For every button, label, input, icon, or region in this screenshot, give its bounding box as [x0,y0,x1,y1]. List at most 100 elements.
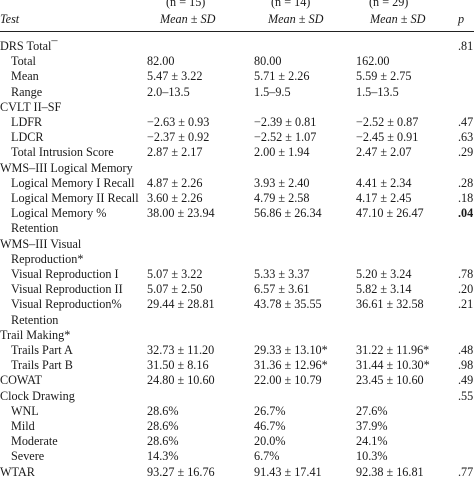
table-row: Trail Making* [0,326,474,344]
cell-p-value: .48 [458,343,474,357]
cell-group3: 5.82 ± 3.14 [356,282,412,297]
table-row: Logical Memory % 38.00 ± 23.94 56.86 ± 26.… [0,204,474,222]
cell-group2: 20.0% [254,434,286,449]
table-row: Logical Memory II Recall 3.60 ± 2.26 4.79 … [0,189,474,207]
cell-group3: 5.59 ± 2.75 [356,69,412,84]
cell-group3: −2.52 ± 0.87 [356,115,419,129]
table-row: Range 2.0–13.5 1.5–9.5 1.5–13.5 [0,83,474,101]
row-label: Clock Drawing [0,388,75,403]
table-row: WMS–III Visual [0,235,474,253]
cell-group2: 4.79 ± 2.58 [254,191,310,205]
cell-group1: 28.6% [147,419,179,433]
cell-group3: 31.44 ± 10.30* [356,358,430,373]
header-rule [0,31,474,32]
row-label: Logical Memory % [11,206,107,221]
cell-p-value: .77 [458,464,474,479]
header-n-row: (n = 15) (n = 14) (n = 29) [0,0,474,11]
cell-group1: 2.0–13.5 [147,84,190,99]
cell-p-value: .29 [458,145,474,160]
table-row: Mean 5.47 ± 3.22 5.71 ± 2.26 5.59 ± 2.75 [0,67,474,85]
cell-p-value: .20 [458,282,474,297]
cell-group2: 22.00 ± 10.79 [254,373,322,388]
cell-group1: 32.73 ± 11.20 [147,343,215,357]
cell-group1: 24.80 ± 10.60 [147,373,215,388]
cell-group1: 3.60 ± 2.26 [147,191,203,205]
row-label: DRS Total¯ [0,39,58,53]
row-label: Visual Reproduction I [11,267,119,281]
cell-group3: 162.00 [356,54,390,69]
cell-p-value: .21 [458,297,474,312]
cell-p-value: .47 [458,115,474,129]
row-label: Retention [11,221,59,236]
table-row: Trails Part A 32.73 ± 11.20 29.33 ± 13.10*… [0,341,474,359]
table-row: CVLT II–SF [0,98,474,116]
cell-group2: 3.93 ± 2.40 [254,175,310,190]
cell-p-value: .49 [458,373,474,388]
cell-group2: 91.43 ± 17.41 [254,464,322,479]
cell-p-value: .28 [458,175,474,190]
cell-group1: 2.87 ± 2.17 [147,145,203,160]
cell-group3: 92.38 ± 16.81 [356,464,424,479]
cell-p-value: .55 [458,388,474,403]
cell-group2: 1.5–9.5 [254,84,291,99]
cell-group1: 82.00 [147,54,175,69]
cell-group2: 26.7% [254,403,286,418]
table-row: Mild 28.6% 46.7% 37.9% [0,417,474,435]
cell-group2: 5.71 ± 2.26 [254,69,310,84]
cell-group3: 24.1% [356,434,388,449]
cell-group3: 47.10 ± 26.47 [356,206,424,221]
cell-group2: 5.33 ± 3.37 [254,267,310,281]
cell-group1: 5.47 ± 3.22 [147,69,203,84]
table-row: WNL 28.6% 26.7% 27.6% [0,402,474,420]
table-row: Severe 14.3% 6.7% 10.3% [0,447,474,465]
row-label: Total Intrusion Score [11,145,114,160]
table-row: LDFR −2.63 ± 0.93 −2.39 ± 0.81 −2.52 ± 0.87… [0,113,474,131]
table-row: Logical Memory I Recall 4.87 ± 2.26 3.93 ±… [0,174,474,192]
table-row: LDCR −2.37 ± 0.92 −2.52 ± 1.07 −2.45 ± 0.91… [0,128,474,146]
row-label: WNL [11,403,39,418]
cell-group1: −2.63 ± 0.93 [147,115,210,129]
cell-group1: −2.37 ± 0.92 [147,130,210,145]
row-label: WTAR [0,464,35,479]
table-row: Retention [0,311,474,329]
cell-group3: 1.5–13.5 [356,84,399,99]
row-label: Retention [11,312,59,327]
cell-group2: −2.39 ± 0.81 [254,115,317,129]
row-label: Range [11,84,43,99]
cell-group1: 28.6% [147,434,179,449]
row-label: Mild [11,419,35,433]
row-label: Mean [11,69,39,84]
row-label: COWAT [0,373,42,388]
row-label: LDCR [11,130,44,145]
header-test: Test [0,12,20,26]
cell-group3: 10.3% [356,449,388,464]
cell-group1: 38.00 ± 23.94 [147,206,215,221]
row-label: CVLT II–SF [0,99,62,114]
cell-group2: 6.57 ± 3.61 [254,282,310,297]
cell-group1: 28.6% [147,403,179,418]
cell-p-value: .78 [458,267,474,281]
row-label: LDFR [11,115,43,129]
cell-group1: 31.50 ± 8.16 [147,358,209,373]
table-row: Visual Reproduction I 5.07 ± 3.22 5.33 ± 3… [0,265,474,283]
header-n-group3: (n = 29) [369,0,409,9]
table-row: Moderate 28.6% 20.0% 24.1% [0,432,474,450]
header-stat-group3: Mean ± SD [370,12,426,26]
row-label: WMS–III Visual [0,236,82,251]
table-row: Total 82.00 80.00 162.00 [0,52,474,70]
cell-group1: 29.44 ± 28.81 [147,297,215,312]
cell-group2: 6.7% [254,449,280,464]
header-stat-row: Test Mean ± SD Mean ± SD Mean ± SD p [0,10,474,28]
table-row: Trails Part B 31.50 ± 8.16 31.36 ± 12.96* 3… [0,356,474,374]
row-label: Total [11,54,36,69]
cell-group3: 4.41 ± 2.34 [356,175,412,190]
table-row: Retention [0,219,474,237]
row-label: Severe [11,449,45,464]
cell-group2: 46.7% [254,419,286,433]
row-label: WMS–III Logical Memory [0,160,133,175]
row-label: Moderate [11,434,58,449]
cell-group3: 2.47 ± 2.07 [356,145,412,160]
cell-group2: 29.33 ± 13.10* [254,343,328,357]
header-n-group1: (n = 15) [166,0,206,9]
